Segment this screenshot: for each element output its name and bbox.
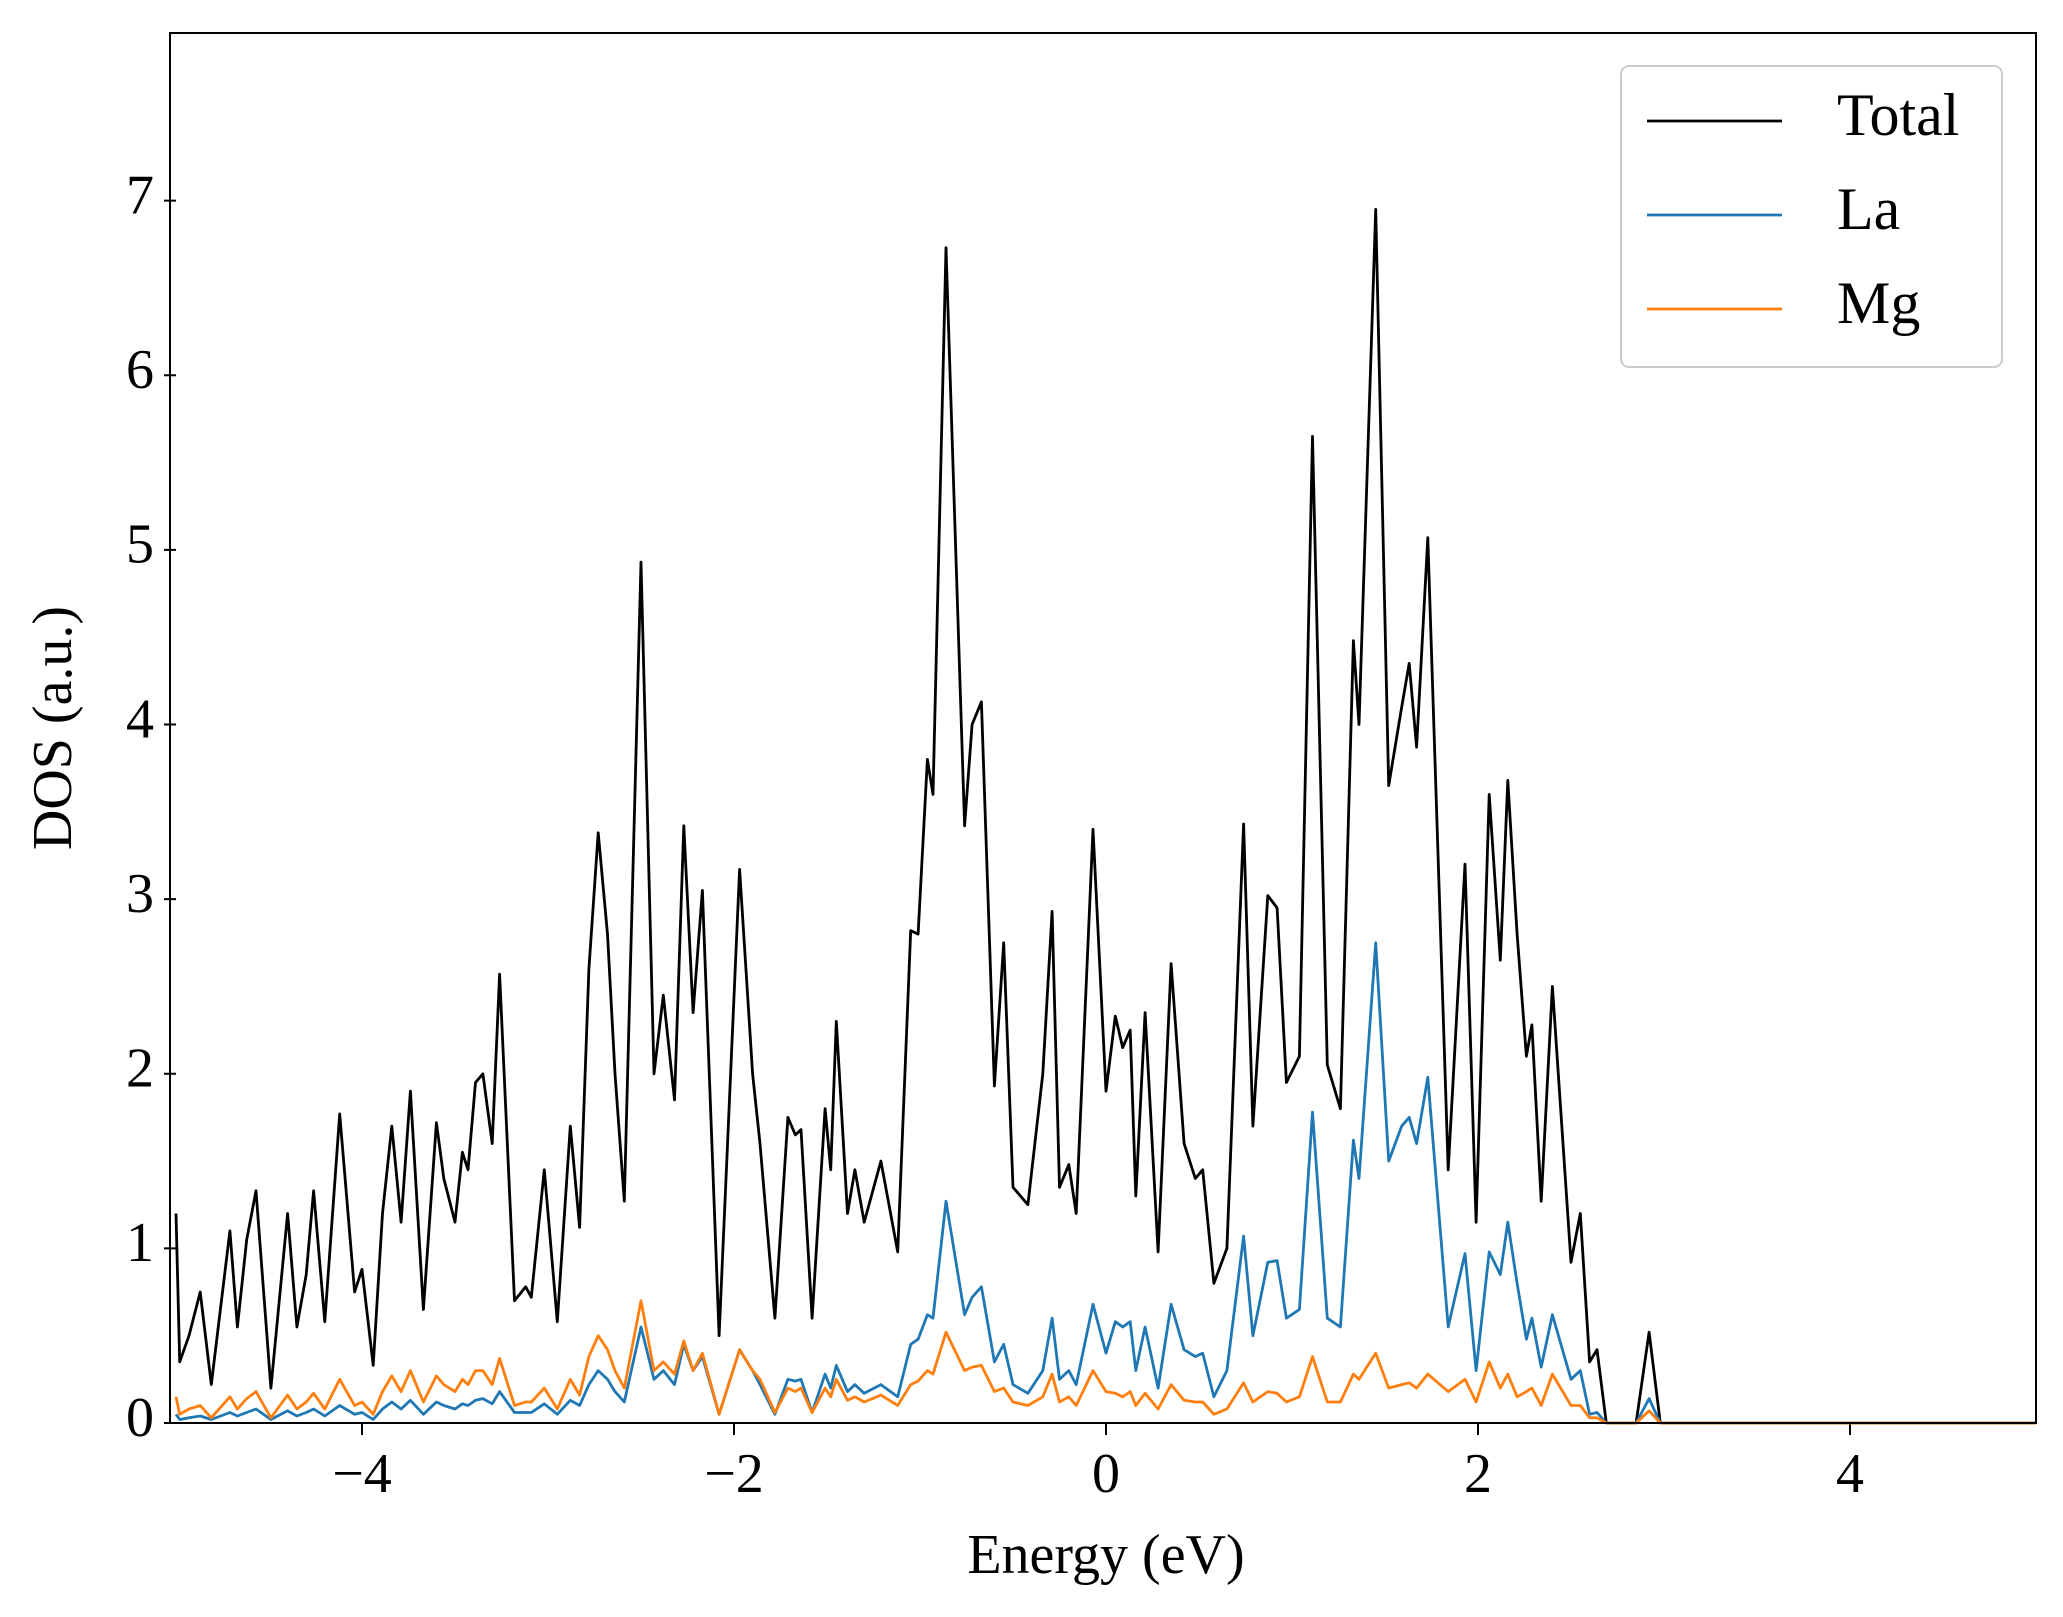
series-line bbox=[174, 941, 2036, 1425]
y-tick-label: 5 bbox=[126, 514, 154, 576]
x-tick-label: 4 bbox=[1836, 1443, 1864, 1505]
legend-label: Mg bbox=[1837, 270, 1920, 336]
y-tick-label: 6 bbox=[126, 339, 154, 401]
x-tick-label: 2 bbox=[1464, 1443, 1492, 1505]
series-line bbox=[174, 1299, 2036, 1425]
legend-label: Total bbox=[1837, 82, 1959, 148]
plot-frame bbox=[169, 32, 2037, 1424]
x-axis-label: Energy (eV) bbox=[967, 1524, 1244, 1586]
series-line bbox=[174, 208, 2036, 1425]
y-tick-label: 7 bbox=[126, 164, 154, 226]
x-tick-label: −4 bbox=[332, 1443, 392, 1505]
x-tick-label: 0 bbox=[1092, 1443, 1120, 1505]
y-tick-label: 1 bbox=[126, 1212, 154, 1274]
y-tick-label: 4 bbox=[126, 688, 154, 750]
y-tick-label: 3 bbox=[126, 863, 154, 925]
legend-box bbox=[1620, 65, 2003, 368]
y-axis-label: DOS (a.u.) bbox=[22, 606, 84, 850]
x-tick-label: −2 bbox=[704, 1443, 764, 1505]
legend-label: La bbox=[1837, 176, 1900, 242]
y-tick-label: 2 bbox=[126, 1038, 154, 1100]
y-tick-label: 0 bbox=[126, 1387, 154, 1449]
